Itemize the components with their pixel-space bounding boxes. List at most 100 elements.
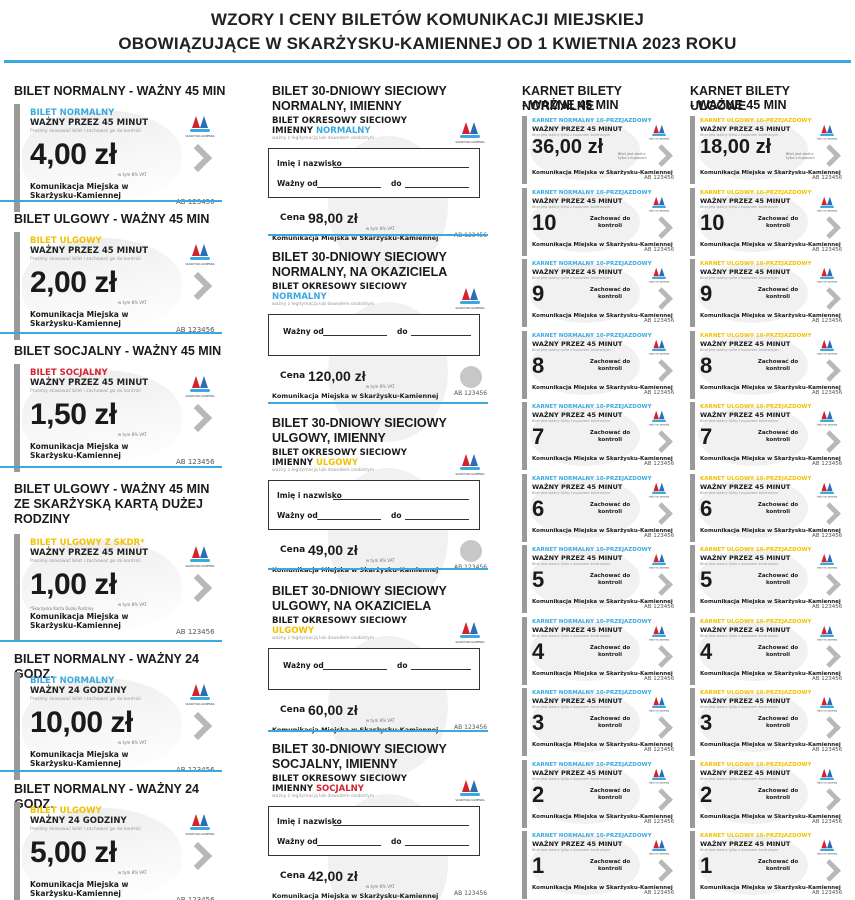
logo-caption: SKARŻYSKO-KAMIENNA bbox=[185, 703, 215, 706]
logo-wave bbox=[652, 491, 666, 494]
logo-tower-blue bbox=[827, 768, 833, 777]
chevron-right-icon bbox=[652, 647, 670, 665]
ticket-background-swoosh bbox=[698, 549, 808, 609]
ticket-stub-bar bbox=[690, 259, 695, 327]
ticket-type: KARNET ULGOWY 10-PRZEJAZDOWY bbox=[700, 332, 812, 339]
ticket-stub-bar bbox=[14, 672, 20, 780]
logo-caption: SKARŻYSKO-KAMIENNA bbox=[648, 495, 670, 498]
logo-wave bbox=[652, 348, 666, 351]
to-label: do bbox=[397, 661, 408, 670]
logo-tower-blue bbox=[659, 696, 665, 706]
ticket-note: Bilet jest ważny tylko z kuponem kontrol… bbox=[700, 133, 779, 137]
logo-tower-red bbox=[192, 814, 200, 826]
city-logo-icon: SKARŻYSKO-KAMIENNA bbox=[817, 694, 837, 712]
logo-caption: SKARŻYSKO-KAMIENNA bbox=[648, 424, 670, 427]
ticket-background-swoosh bbox=[530, 835, 640, 895]
city-logo-icon: SKARŻYSKO-KAMIENNA bbox=[185, 112, 215, 138]
ticket-background-swoosh bbox=[22, 808, 182, 898]
karnet-ticket: KARNET ULGOWY 10-PRZEJAZDOWY WAŻNY PRZEZ … bbox=[690, 402, 848, 470]
ticket-type: KARNET NORMALNY 10-PRZEJAZDOWY bbox=[532, 404, 652, 410]
logo-tower-red bbox=[192, 376, 200, 388]
logo-tower-blue bbox=[659, 482, 665, 491]
ticket-sequence-number: 1 bbox=[700, 853, 713, 878]
ticket-stub-bar bbox=[522, 116, 527, 184]
logo-tower-blue bbox=[659, 267, 665, 277]
ticket-type: SOCJALNY bbox=[315, 784, 364, 794]
ticket-vat: w tym 8% VAT bbox=[118, 740, 147, 745]
ticket-company: Komunikacja Miejska w Skarżysku-Kamienne… bbox=[532, 813, 673, 820]
logo-tower-blue bbox=[659, 553, 665, 563]
ticket-company: Komunikacja Miejska w Skarżysku-Kamienne… bbox=[700, 813, 841, 820]
section-divider bbox=[0, 640, 222, 642]
control-note: Zachować do kontroli bbox=[757, 430, 799, 443]
ticket-number: AB 123456 bbox=[812, 318, 843, 324]
section-title-line-2: - WAŻNE 45 MIN bbox=[522, 98, 619, 112]
logo-tower-red bbox=[821, 410, 827, 420]
ticket-company: Komunikacja Miejska w Skarżysku-Kamienne… bbox=[700, 742, 841, 748]
from-line bbox=[317, 519, 381, 520]
city-logo-icon: SKARŻYSKO-KAMIENNA bbox=[649, 194, 669, 212]
ticket-note: Bilet jest ważny tylko z kuponem kontrol… bbox=[532, 776, 611, 781]
ticket-sequence-number: 4 bbox=[532, 638, 545, 664]
section-divider bbox=[268, 730, 488, 732]
section-title-line-1: KARNET BILETY ULGOWE bbox=[690, 84, 790, 113]
ticket-type: KARNET ULGOWY 10-PRZEJAZDOWY bbox=[700, 761, 812, 768]
ticket-type: KARNET ULGOWY 10-PRZEJAZDOWY bbox=[700, 690, 812, 696]
ticket-type: BILET SOCJALNY bbox=[30, 368, 108, 378]
ticket-company: Komunikacja Miejska w Skarżysku-Kamienne… bbox=[532, 313, 673, 319]
logo-tower-blue bbox=[827, 625, 833, 634]
ticket-note: Bilet jest ważny tylko z kuponem kontrol… bbox=[700, 562, 779, 566]
section-divider bbox=[268, 234, 488, 236]
ticket-company: Komunikacja Miejska w Skarżysku-Kamienne… bbox=[532, 384, 673, 391]
logo-wave bbox=[652, 777, 666, 780]
ticket-price: 2,00 zł bbox=[30, 266, 117, 299]
ticket-stub-bar bbox=[690, 688, 695, 756]
logo-tower-red bbox=[821, 553, 827, 563]
logo-wave bbox=[820, 419, 834, 422]
monthly-ticket: BILET OKRESOWY SIECIOWY IMIENNY SOCJALNY w… bbox=[268, 774, 488, 900]
ticket-sequence-number: 1 bbox=[532, 853, 545, 878]
city-logo-icon: SKARŻYSKO-KAMIENNA bbox=[649, 837, 669, 855]
logo-wave bbox=[652, 705, 666, 708]
karnet-ticket: KARNET ULGOWY 10-PRZEJAZDOWY WAŻNY PRZEZ … bbox=[690, 259, 848, 327]
logo-tower-red bbox=[821, 339, 827, 348]
ticket-note: Bilet jest ważny tylko z kuponem kontrol… bbox=[532, 419, 611, 423]
karnet-ticket: KARNET NORMALNY 10-PRZEJAZDOWY WAŻNY PRZE… bbox=[522, 831, 680, 899]
ticket-company: Komunikacja Miejska w Skarżysku-Kamienne… bbox=[272, 392, 439, 400]
ticket-note: ważny z legitymacją lub dowodem osobisty… bbox=[272, 468, 375, 473]
logo-wave bbox=[820, 777, 834, 780]
ticket-company: Komunikacja Miejska w Skarżysku-Kamienne… bbox=[700, 384, 841, 391]
ticket-type-line: IMIENNY NORMALNY bbox=[272, 126, 371, 136]
ticket-number: AB 123456 bbox=[454, 564, 487, 571]
city-logo-icon: SKARŻYSKO-KAMIENNA bbox=[649, 265, 669, 283]
city-logo-icon: SKARŻYSKO-KAMIENNA bbox=[455, 118, 485, 144]
ticket-sequence-number: 10 bbox=[700, 209, 725, 235]
ticket-stub-bar bbox=[522, 688, 527, 756]
ticket-stub-bar bbox=[14, 364, 20, 472]
ticket-number: AB 123456 bbox=[812, 604, 843, 610]
logo-wave bbox=[460, 301, 480, 304]
chevron-right-icon bbox=[820, 504, 838, 522]
city-logo-icon: SKARŻYSKO-KAMIENNA bbox=[649, 408, 669, 426]
ticket-company: Komunikacja Miejska w Skarżysku-Kamienne… bbox=[30, 182, 129, 200]
ticket-number: AB 123456 bbox=[644, 175, 675, 181]
city-logo-icon: SKARŻYSKO-KAMIENNA bbox=[817, 194, 837, 212]
ticket-note: Bilet jest ważny tylko z kuponem kontrol… bbox=[700, 347, 779, 352]
ticket-sequence-number: 10 bbox=[532, 209, 557, 235]
logo-tower-red bbox=[653, 625, 659, 634]
monthly-ticket: BILET OKRESOWY SIECIOWY IMIENNY ULGOWY waż… bbox=[268, 448, 488, 608]
chevron-right-icon bbox=[186, 146, 208, 168]
ticket-note: ważny z legitymacją lub dowodem osobisty… bbox=[272, 794, 375, 799]
karnet-ticket: KARNET NORMALNY 10-PRZEJAZDOWY WAŻNY PRZE… bbox=[522, 330, 680, 399]
logo-caption: SKARŻYSKO-KAMIENNA bbox=[816, 853, 838, 856]
logo-wave bbox=[460, 793, 480, 796]
chevron-right-icon bbox=[652, 361, 670, 379]
from-label: Ważny od bbox=[283, 327, 324, 336]
karnet-ticket: KARNET ULGOWY 10-PRZEJAZDOWY WAŻNY PRZEZ … bbox=[690, 545, 848, 613]
control-note: Zachować do kontroli bbox=[757, 859, 799, 872]
ticket-company: Komunikacja Miejska w Skarżysku-Kamienne… bbox=[532, 885, 673, 891]
logo-caption: SKARŻYSKO-KAMIENNA bbox=[455, 473, 485, 476]
chevron-right-icon bbox=[820, 432, 838, 450]
city-logo-icon: SKARŻYSKO-KAMIENNA bbox=[185, 542, 215, 568]
ticket-header: BILET OKRESOWY SIECIOWY bbox=[272, 616, 407, 626]
